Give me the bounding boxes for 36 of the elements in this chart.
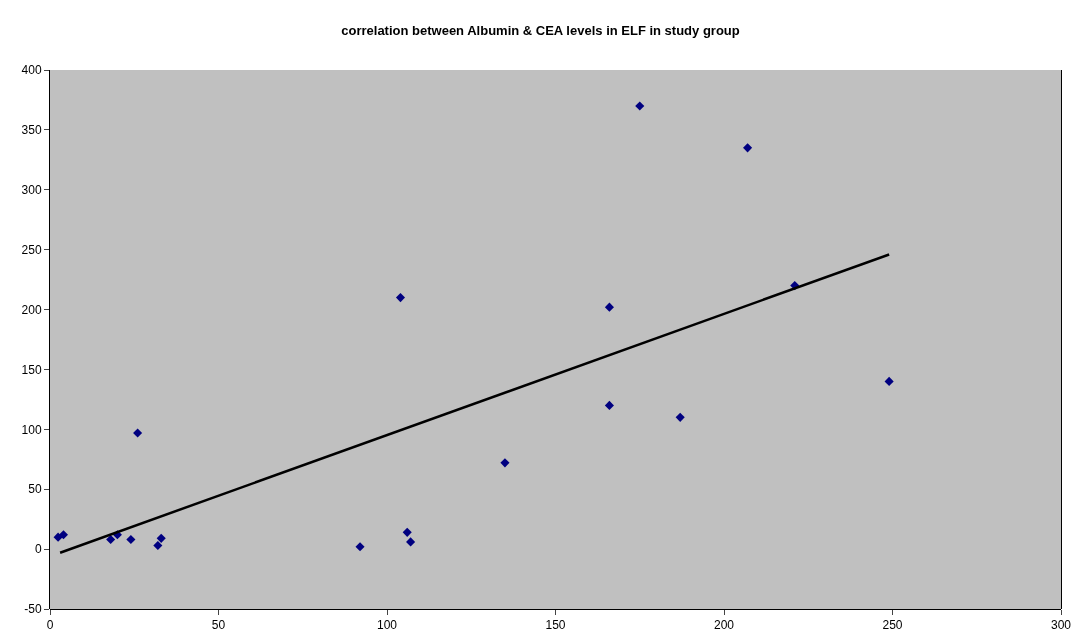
- y-tick-label: -50: [24, 602, 42, 617]
- y-tick-label: 100: [21, 422, 42, 437]
- point: [743, 143, 753, 153]
- x-tick-label: 250: [882, 618, 903, 633]
- point: [406, 537, 416, 547]
- x-tick-label: 200: [713, 618, 735, 633]
- point: [675, 412, 685, 422]
- point: [604, 400, 614, 410]
- y-tick-label: 0: [34, 542, 42, 557]
- y-tick-label: 400: [21, 63, 42, 78]
- point: [156, 533, 166, 543]
- point: [635, 101, 645, 111]
- point: [53, 532, 63, 542]
- x-tick-label: 300: [1050, 618, 1072, 633]
- point: [126, 534, 136, 545]
- x-tick-label: 150: [545, 618, 566, 633]
- x-tick-label: 0: [46, 618, 54, 633]
- y-tick-label: 50: [28, 482, 42, 497]
- chart-title: correlation between Albumin & CEA levels in ELF in study group: [341, 22, 740, 38]
- x-tick-label: 100: [376, 618, 398, 633]
- point: [133, 428, 143, 438]
- y-tick-label: 350: [21, 123, 42, 138]
- y-tick-label: 300: [21, 182, 42, 197]
- point: [500, 458, 510, 468]
- y-tick-label: 150: [21, 362, 42, 377]
- point: [58, 530, 69, 540]
- point: [884, 376, 894, 386]
- point: [355, 542, 365, 552]
- point: [106, 534, 116, 545]
- y-tick-label: 200: [21, 302, 42, 317]
- point: [604, 302, 614, 312]
- point: [402, 527, 412, 537]
- x-tick-label: 50: [211, 618, 226, 633]
- point: [153, 540, 163, 551]
- y-tick-label: 250: [21, 242, 42, 257]
- point: [395, 293, 406, 303]
